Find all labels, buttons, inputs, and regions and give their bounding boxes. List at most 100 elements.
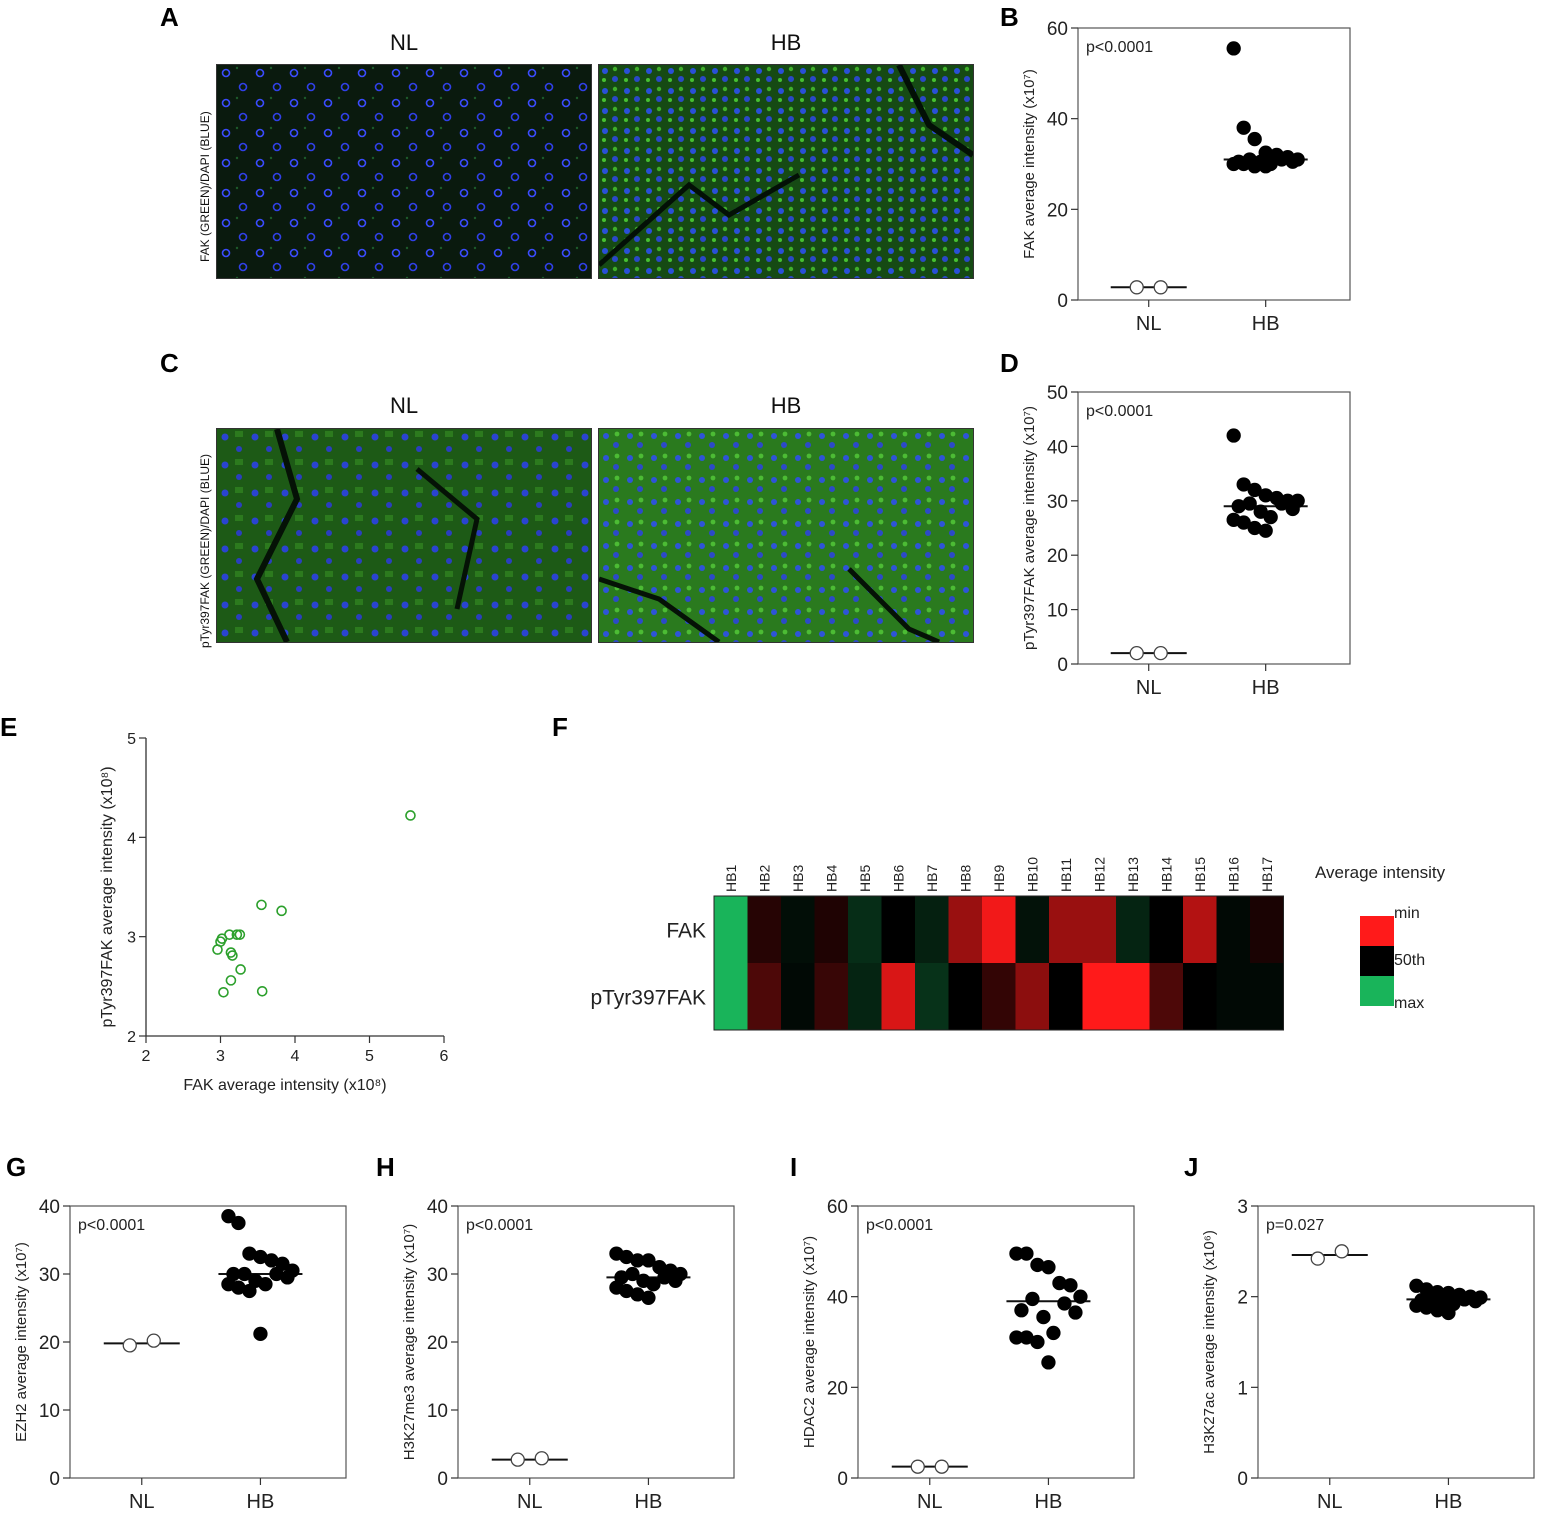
heatmap-cell	[1049, 963, 1083, 1031]
heatmap-cell	[848, 896, 882, 964]
heatmap-cell	[948, 896, 983, 964]
heatmap-cell	[1216, 896, 1251, 964]
data-point-hb	[1063, 1278, 1078, 1293]
data-point	[405, 810, 416, 821]
p-value: p<0.0001	[1086, 39, 1153, 56]
panel-a-ylabel: FAK (GREEN)/DAPI (BLUE)	[198, 111, 212, 262]
plot-frame	[1257, 1205, 1535, 1479]
heatmap-cell	[1183, 896, 1217, 964]
data-point-hb	[1258, 159, 1273, 174]
y-tick-label: 40	[39, 1197, 60, 1218]
p-value: p=0.027	[1266, 1217, 1324, 1234]
data-point-hb	[1014, 1303, 1029, 1318]
y-tick-label: 20	[1047, 546, 1068, 567]
data-point-hb	[253, 1326, 268, 1341]
y-tick-label: 20	[39, 1333, 60, 1354]
heatmap-cell	[881, 896, 916, 964]
panel-letter-i: I	[790, 1152, 798, 1182]
heatmap-cell	[714, 963, 748, 1031]
x-tick-label: HB	[635, 1491, 663, 1513]
heatmap-cell	[814, 896, 849, 964]
x-tick-label: HB	[1252, 313, 1280, 335]
data-point-nl	[1310, 1251, 1325, 1266]
y-axis-label: HDAC2 average intensity (x10⁷)	[801, 1236, 818, 1448]
data-point-hb	[1041, 1260, 1056, 1275]
data-point-hb	[242, 1283, 257, 1299]
chart-j: 0 1 2 3 NL HB p=0.027 H3K27ac average intensity…	[1201, 1197, 1535, 1513]
heatmap-cell	[1250, 896, 1284, 964]
data-point-hb	[646, 1277, 661, 1292]
heatmap-column-label: HB17	[1259, 857, 1275, 892]
heatmap-cell	[1082, 896, 1117, 964]
data-point-hb	[221, 1209, 236, 1224]
data-point-hb	[280, 1270, 295, 1285]
data-point-hb	[1025, 1291, 1040, 1307]
data-point-hb	[1226, 428, 1241, 443]
data-point-nl	[146, 1333, 161, 1348]
panel-letter-h: H	[376, 1152, 395, 1182]
heatmap-cell	[1149, 963, 1184, 1031]
data-point	[227, 950, 238, 961]
data-point-nl	[934, 1459, 949, 1474]
heatmap-cell	[1250, 963, 1284, 1031]
y-tick-label: 0	[49, 1469, 60, 1490]
heatmap-cell	[982, 963, 1016, 1031]
y-axis-label: pTyr397FAK average intensity (x10⁸)	[99, 766, 116, 1027]
y-axis-label: pTyr397FAK average intensity (x10⁷)	[1021, 406, 1038, 650]
y-tick-label: 40	[427, 1197, 448, 1218]
data-point	[276, 905, 287, 917]
y-tick-label: 0	[1237, 1469, 1248, 1490]
heatmap-legend-swatch	[1360, 976, 1394, 1006]
data-point	[235, 964, 246, 975]
data-point-nl	[1129, 280, 1144, 295]
data-point-nl	[1153, 645, 1168, 661]
y-tick-label: 10	[39, 1401, 60, 1422]
data-point-nl	[1153, 280, 1168, 295]
data-point	[212, 944, 223, 955]
heatmap-cell	[1082, 963, 1117, 1031]
heatmap-column-label: HB12	[1091, 857, 1107, 892]
y-tick-label: 30	[39, 1265, 60, 1286]
x-tick-label: NL	[1136, 313, 1162, 335]
data-point-hb	[1019, 1246, 1034, 1261]
heatmap-column-label: HB13	[1125, 857, 1141, 892]
y-axis-label: EZH2 average intensity (x10⁷)	[13, 1242, 30, 1442]
y-tick-label: 60	[1047, 19, 1068, 40]
micrograph-a-nl	[216, 64, 592, 279]
micrograph-a-hb	[598, 64, 974, 279]
panel-letter-d: D	[1000, 348, 1019, 378]
data-point-hb	[1285, 501, 1300, 517]
data-point-hb	[668, 1273, 683, 1288]
panel-letter-a: A	[160, 2, 179, 32]
heatmap-column-label: HB2	[756, 865, 772, 892]
heatmap-column-label: HB8	[957, 865, 973, 892]
panel-a-title-nl: NL	[389, 30, 419, 55]
y-tick-label: 20	[1047, 200, 1068, 221]
data-point	[256, 985, 268, 997]
y-tick-label: 30	[427, 1265, 448, 1286]
heatmap-cell	[982, 896, 1016, 964]
heatmap-cell	[814, 963, 849, 1031]
p-value: p<0.0001	[866, 1217, 933, 1234]
panel-c-ylabel: pTyr397FAK (GREEN)/DAPI (BLUE)	[198, 453, 212, 648]
chart-e: 2 3 4 5 2 3 4 5 6 FAK average intensity (x10⁸) pTy…	[99, 731, 449, 1094]
panel-letter-c: C	[160, 348, 179, 378]
chart-h: 0 10 20 30 40 NL HB p<0.0001 H3K27me3 average in…	[401, 1197, 735, 1513]
y-tick-label: 2	[127, 1029, 136, 1046]
plot-frame	[457, 1205, 735, 1479]
heatmap-column-label: HB15	[1192, 857, 1208, 892]
x-tick-label: NL	[1136, 677, 1162, 699]
heatmap-cell	[1216, 963, 1251, 1031]
heatmap-column-label: HB14	[1158, 857, 1174, 892]
heatmap-cell	[948, 963, 983, 1031]
panel-letter-f: F	[552, 712, 568, 742]
plot-frame	[1077, 391, 1351, 665]
micrograph-a-hb-cells	[599, 65, 973, 278]
y-tick-label: 0	[437, 1469, 448, 1490]
p-value: p<0.0001	[466, 1217, 533, 1234]
data-point-hb	[641, 1253, 656, 1268]
panel-letter-e: E	[0, 712, 18, 742]
data-point-hb	[1046, 1325, 1061, 1341]
heatmap-cell	[781, 963, 815, 1031]
micrograph-c-nl	[216, 428, 592, 643]
